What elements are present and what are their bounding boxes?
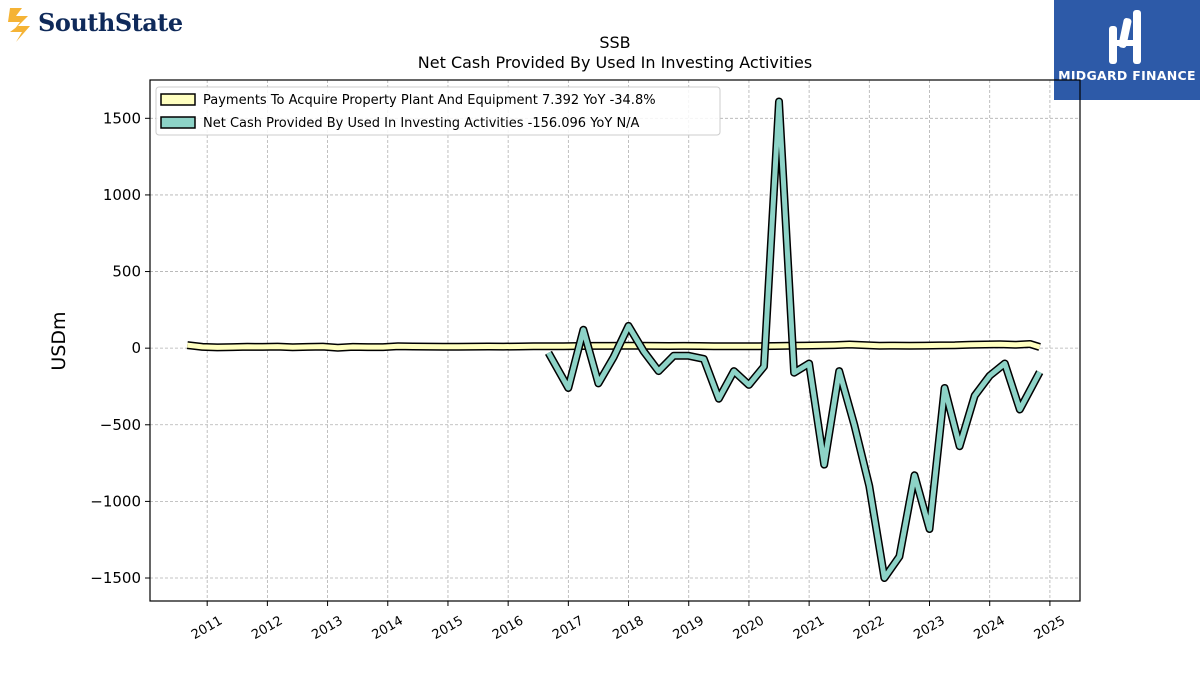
series-line-1 [546,99,1042,581]
southstate-logo: SouthState [4,4,194,44]
y-tick-label: −1500 [90,569,141,587]
x-tick-label: 2023 [911,613,947,643]
legend-box [155,86,721,136]
x-tick-label: 2018 [610,613,646,643]
x-tick-label: 2021 [791,613,827,643]
x-tick-label: 2025 [1032,613,1068,643]
y-tick-label: 1500 [103,109,141,127]
x-tick-label: 2024 [972,613,1008,643]
x-tick-label: 2015 [430,613,466,643]
x-tick-label: 2016 [490,613,526,643]
x-tick-label: 2011 [189,613,225,643]
series-line-0 [187,341,1041,351]
chart-title: SSB [599,33,630,52]
grid [150,80,1080,601]
legend-swatch-ppe [160,93,196,106]
legend-label-ppe: Payments To Acquire Property Plant And E… [203,93,656,108]
midgard-mark-icon [1109,10,1141,64]
x-tick-label: 2019 [671,613,707,643]
y-tick-label: 1000 [103,186,141,204]
x-tick-label: 2017 [550,613,586,643]
y-axis-label: USDm [48,311,70,370]
x-tick-label: 2013 [309,613,345,643]
midgard-wordmark: MIDGARD FINANCE [1058,68,1196,83]
legend: Payments To Acquire Property Plant And E… [155,86,721,136]
x-tick-label: 2022 [851,613,887,643]
x-tick-label: 2020 [731,613,767,643]
southstate-wordmark: SouthState [38,8,183,37]
chart-subtitle: Net Cash Provided By Used In Investing A… [418,53,812,72]
legend-swatch-investing [160,116,196,129]
y-tick-label: −1000 [90,492,141,510]
y-tick-label: 0 [131,339,141,357]
axes: −1500 −1000 −500 0 500 1000 1500 2011 2012 2013 20… [90,109,1068,643]
x-tick-label: 2014 [370,613,406,643]
southstate-mark-icon [8,8,30,42]
x-tick-label: 2012 [249,613,285,643]
midgard-finance-logo: MIDGARD FINANCE [1054,0,1200,100]
plot-frame [149,79,1081,602]
legend-label-investing: Net Cash Provided By Used In Investing A… [203,116,640,131]
y-tick-label: 500 [112,263,141,281]
y-tick-label: −500 [100,416,141,434]
series-lines [186,97,1044,582]
